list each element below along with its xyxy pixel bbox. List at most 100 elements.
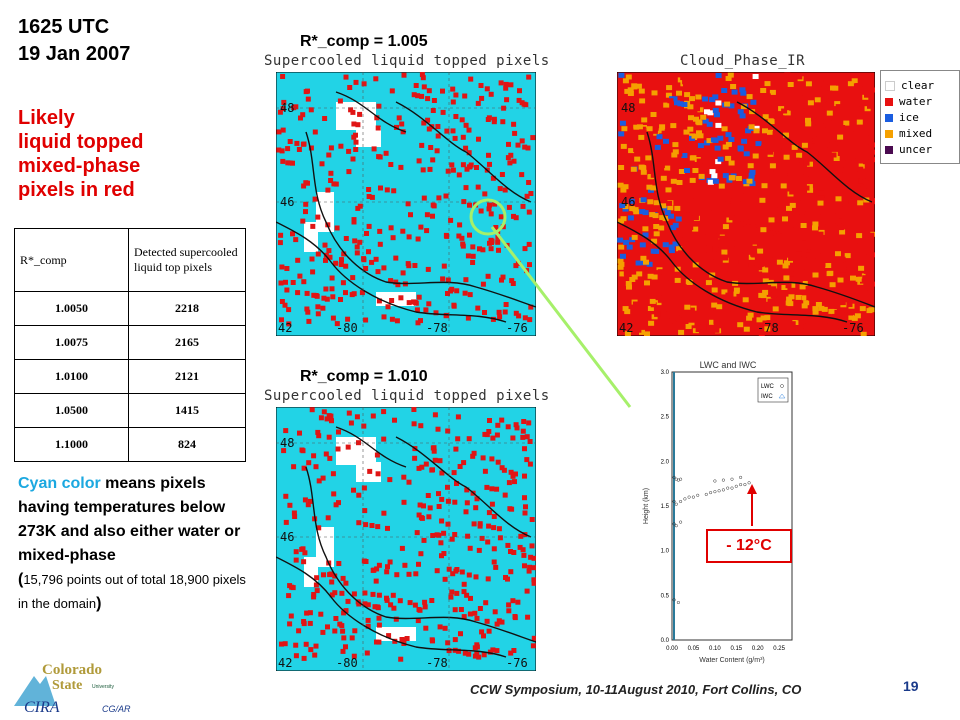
phase-pixel [858, 265, 865, 271]
lwc-point [747, 481, 751, 485]
table-cell: 1.1000 [14, 427, 129, 462]
phase-pixel [684, 168, 690, 173]
phase-pixel [849, 321, 856, 327]
phase-pixel [761, 144, 768, 150]
red-pixel [530, 643, 536, 649]
red-pixel [442, 576, 448, 582]
phase-patches [617, 72, 875, 336]
table-header: Detected supercooled liquid top pixels [128, 228, 246, 292]
phase-pixel [806, 178, 813, 183]
red-pixel [454, 590, 460, 596]
red-pixel [393, 255, 399, 261]
phase-pixel [647, 273, 654, 279]
phase-pixel [724, 306, 731, 312]
phase-pixel [742, 179, 749, 185]
phase-pixel [710, 246, 717, 252]
phase-pixel [719, 235, 726, 241]
phase-pixel [795, 254, 802, 259]
red-pixel [527, 461, 533, 467]
red-pixel [435, 124, 441, 129]
red-pixel [336, 500, 341, 506]
red-pixel [522, 315, 528, 321]
phase-pixel [743, 326, 750, 332]
red-pixel [319, 161, 325, 167]
phase-pixel [851, 315, 858, 321]
red-pixel [461, 614, 467, 620]
red-pixel [316, 478, 322, 484]
phase-pixel [818, 195, 825, 201]
red-pixel [361, 423, 367, 429]
phase-pixel [805, 121, 812, 127]
phase-pixel [784, 175, 790, 181]
red-pixel [338, 143, 344, 149]
phase-pixel [823, 75, 830, 81]
phase-pixel [857, 295, 864, 301]
phase-pixel [663, 102, 670, 108]
phase-pixel [859, 306, 866, 312]
phase-pixel [795, 246, 802, 252]
red-pixel [335, 446, 341, 452]
red-pixel [321, 409, 327, 415]
phase-pixel [722, 173, 729, 179]
red-pixel [440, 109, 446, 115]
red-pixel [371, 567, 377, 573]
red-pixel [431, 448, 437, 454]
red-pixel [311, 592, 317, 597]
red-pixel [484, 484, 490, 490]
legend-item-mixed: mixed [885, 127, 932, 140]
phase-pixel [671, 152, 678, 158]
lwc-point [704, 492, 708, 496]
phase-pixel [697, 143, 704, 149]
phase-pixel [693, 294, 699, 300]
phase-pixel [650, 172, 657, 178]
red-pixel [452, 135, 458, 141]
lwc-point [713, 490, 717, 494]
red-pixel [394, 318, 400, 324]
red-pixel [321, 295, 327, 301]
phase-pixel [818, 294, 825, 300]
phase-pixel [711, 173, 718, 179]
table-cell: 2121 [128, 359, 246, 394]
phase-pixel [847, 294, 854, 300]
phase-pixel [822, 104, 829, 110]
phase-pixel [781, 148, 788, 154]
red-pixel [312, 129, 318, 135]
phase-pixel [729, 308, 736, 314]
phase-pixel [745, 288, 752, 294]
red-pixel [429, 637, 435, 643]
red-pixel [515, 599, 521, 605]
phase-pixel [636, 271, 643, 277]
red-pixel [466, 127, 472, 133]
phase-pixel [653, 169, 660, 175]
red-pixel [293, 549, 299, 555]
red-pixel [522, 563, 527, 569]
lat-tick: 42 [278, 321, 292, 335]
phase-pixel [638, 284, 645, 290]
red-pixel [414, 307, 420, 313]
phase-pixel [663, 285, 669, 291]
phase-pixel [738, 260, 745, 266]
phase-pixel [652, 96, 659, 102]
red-pixel [311, 292, 317, 298]
phase-pixel [789, 321, 796, 327]
phase-pixel [660, 311, 667, 317]
red-pixel [375, 524, 381, 530]
phase-pixel [752, 74, 759, 79]
phase-pixel [646, 126, 653, 132]
red-pixel [497, 186, 503, 192]
phase-pixel [762, 237, 769, 243]
phase-pixel [860, 81, 867, 87]
phase-pixel [642, 210, 649, 216]
phase-pixel [821, 306, 828, 312]
red-pixel [519, 138, 525, 144]
phase-pixel [837, 134, 844, 140]
phase-pixel [725, 141, 732, 147]
red-pixel [460, 162, 466, 168]
red-pixel [503, 85, 509, 91]
coastline [276, 91, 536, 323]
red-pixel [463, 122, 469, 128]
red-pixel [287, 621, 293, 627]
red-pixel [350, 156, 356, 162]
phase-pixel [737, 322, 744, 328]
phase-pixel [638, 164, 645, 170]
